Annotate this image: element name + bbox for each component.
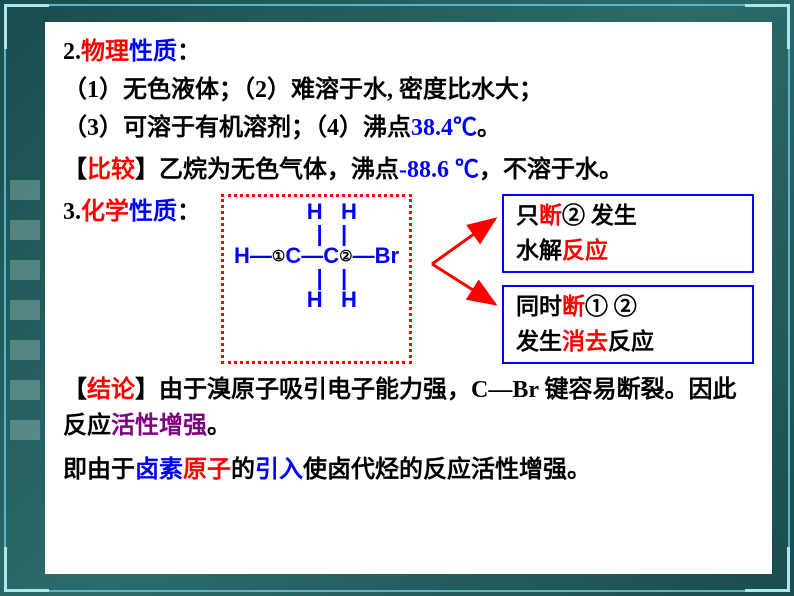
compare-br: 】: [135, 157, 159, 183]
branch-hydrolysis: 只断② 发生 水解反应: [502, 194, 754, 273]
branches: 只断② 发生 水解反应 同时断① ② 发生消去反应: [432, 194, 754, 364]
mol-br: Br: [375, 243, 399, 268]
b1d: 水解: [516, 238, 562, 263]
sum-b: 卤素: [135, 457, 183, 483]
mol-row1: H H: [234, 201, 399, 223]
section-chemical: 3.化学性质： H H | | H—①C—C②—Br | | H H: [63, 194, 754, 364]
b1e: 反应: [562, 238, 608, 263]
heading2-red: 物理: [81, 39, 129, 65]
slide-content: 2.物理性质： （1）无色液体；（2）难溶于水, 密度比水大； （3）可溶于有机…: [45, 22, 772, 574]
h3-red: 化学: [81, 199, 129, 225]
sum-f: 使卤代烃的反应活性增强。: [303, 457, 591, 483]
b1b: 断: [539, 203, 562, 228]
h3-colon: ：: [177, 199, 201, 225]
circle1: ①: [272, 249, 285, 264]
sum-c: 原子: [183, 457, 231, 483]
sum-a: 即由于: [63, 457, 135, 483]
heading-chemical: 3.化学性质：: [63, 194, 201, 230]
corner-tl: [4, 4, 49, 49]
compare-line: 【比较】乙烷为无色气体，沸点-88.6 ℃，不溶于水。: [63, 152, 754, 188]
heading-physical: 2.物理性质：: [63, 34, 754, 70]
heading2-colon: ：: [177, 39, 201, 65]
heading2-num: 2.: [63, 39, 81, 65]
b2b: 断: [562, 294, 585, 319]
summary-line: 即由于卤素原子的引入使卤代烃的反应活性增强。: [63, 452, 754, 488]
left-col: 3.化学性质：: [63, 194, 201, 364]
compare-label: 比较: [87, 157, 135, 183]
compare-a: 乙烷为无色气体，沸点: [159, 157, 399, 183]
b1a: 只: [516, 203, 539, 228]
sum-e: 引入: [255, 457, 303, 483]
prop3a: （3）可溶于有机溶剂；（4）沸点: [63, 115, 411, 141]
b2c: ① ②: [585, 294, 637, 319]
mol-row3: H H: [234, 289, 399, 311]
b1c: ② 发生: [562, 203, 637, 228]
circle2: ②: [339, 249, 352, 264]
compare-bl: 【: [63, 157, 87, 183]
prop3c: 。: [477, 115, 501, 141]
conclusion-line: 【结论】由于溴原子吸引电子能力强，C—Br 键容易断裂。因此反应活性增强。: [63, 372, 754, 444]
branch-elimination: 同时断① ② 发生消去反应: [502, 285, 754, 364]
left-stripes: [10, 180, 40, 440]
mol-h: H: [234, 243, 250, 268]
b2d: 发生: [516, 329, 562, 354]
mol-row-bonds: | |: [234, 223, 399, 245]
conc-dot: 。: [207, 413, 231, 439]
prop-line2: （3）可溶于有机溶剂；（4）沸点38.4℃。: [63, 110, 754, 146]
h3-num: 3.: [63, 199, 81, 225]
heading2-blue: 性质: [129, 39, 177, 65]
conc-bl: 【: [63, 377, 87, 403]
corner-bl: [4, 547, 49, 592]
conc-br: 】: [135, 377, 159, 403]
mol-row-bonds2: | |: [234, 267, 399, 289]
molecule-structure: H H | | H—①C—C②—Br | | H H: [221, 194, 412, 364]
prop-line1: （1）无色液体；（2）难溶于水, 密度比水大；: [63, 72, 754, 108]
compare-temp: -88.6 ℃: [399, 157, 479, 183]
b2e: 消去: [562, 329, 608, 354]
compare-b: ，不溶于水。: [479, 157, 623, 183]
sum-d: 的: [231, 457, 255, 483]
b2a: 同时: [516, 294, 562, 319]
prop3b: 38.4℃: [411, 115, 477, 141]
mol-row2: H—①C—C②—Br: [234, 245, 399, 267]
h3-blue: 性质: [129, 199, 177, 225]
conc-purple: 活性增强: [111, 413, 207, 439]
conc-label: 结论: [87, 377, 135, 403]
b2f: 反应: [608, 329, 654, 354]
branch-arrows: [427, 204, 507, 314]
